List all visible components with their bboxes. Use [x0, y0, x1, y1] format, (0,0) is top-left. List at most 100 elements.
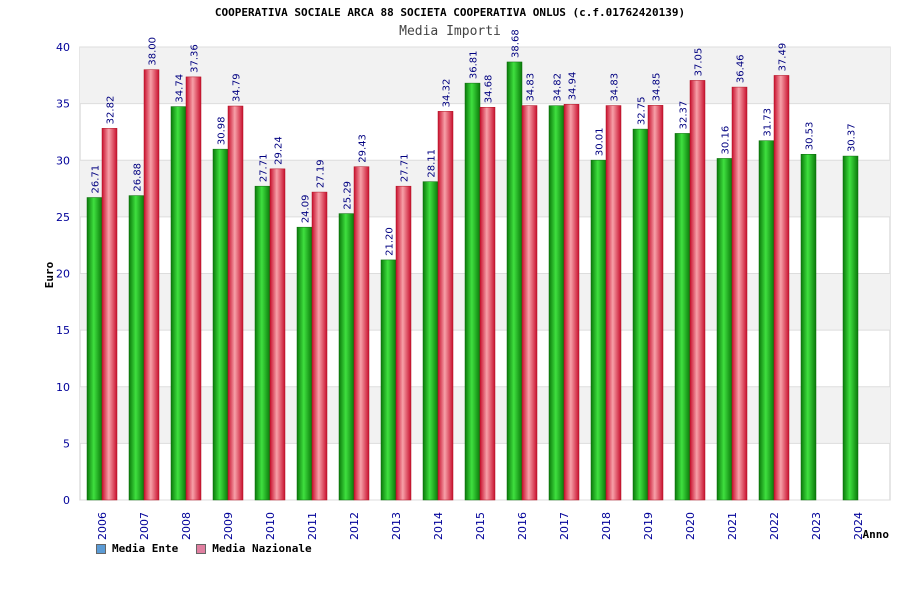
bar-nazionale-2009	[227, 105, 244, 501]
data-label: 34.68	[484, 75, 495, 104]
bar-ente-2011	[296, 226, 313, 501]
data-label: 34.32	[442, 79, 453, 108]
x-tick-label: 2010	[264, 512, 277, 540]
data-label: 29.43	[358, 134, 369, 163]
bar-ente-2022	[758, 140, 775, 501]
x-tick-label: 2023	[810, 512, 823, 540]
x-tick-label: 2015	[474, 512, 487, 540]
data-label: 30.01	[595, 127, 606, 156]
bar-ente-2016	[506, 61, 523, 501]
x-tick-label: 2008	[180, 512, 193, 540]
legend-label-nazionale: Media Nazionale	[212, 542, 312, 555]
bar-nazionale-2016	[521, 105, 538, 501]
data-label: 32.75	[637, 96, 648, 125]
bar-nazionale-2007	[143, 69, 160, 501]
x-axis: 2006 2007 2008 2009 2010 2011 2012 2013 2014 2015…	[96, 512, 889, 541]
bar-ente-2015	[464, 82, 481, 501]
y-tick-label: 25	[56, 211, 70, 224]
x-tick-label: 2014	[432, 512, 445, 540]
data-label: 29.24	[274, 136, 285, 165]
bar-ente-2021	[716, 158, 733, 501]
bar-ente-2018	[590, 159, 607, 501]
bars	[86, 61, 859, 501]
x-tick-label: 2022	[768, 512, 781, 540]
bar-ente-2007	[128, 195, 145, 501]
data-label: 25.29	[343, 181, 354, 210]
bar-nazionale-2018	[605, 105, 622, 501]
legend: Media Ente Media Nazionale	[96, 542, 312, 555]
x-tick-label: 2012	[348, 512, 361, 540]
chart-title: COOPERATIVA SOCIALE ARCA 88 SOCIETA COOP…	[214, 6, 686, 19]
x-tick-label: 2020	[684, 512, 697, 540]
bar-nazionale-2022	[773, 75, 790, 501]
data-label: 38.68	[511, 29, 522, 58]
data-label: 31.73	[763, 108, 774, 137]
data-label: 34.83	[526, 73, 537, 102]
bar-nazionale-2008	[185, 76, 202, 501]
bar-ente-2024	[842, 155, 859, 501]
y-tick-label: 35	[56, 98, 70, 111]
data-label: 24.09	[301, 195, 312, 224]
y-axis: 0 5 10 15 20 25 30 35 40 Euro	[43, 41, 70, 507]
bar-ente-2020	[674, 133, 691, 501]
data-label: 34.94	[568, 72, 579, 101]
data-label: 26.71	[91, 165, 102, 194]
x-tick-label: 2013	[390, 512, 403, 540]
bar-nazionale-2020	[689, 80, 706, 501]
x-tick-label: 2007	[138, 512, 151, 540]
bar-nazionale-2013	[395, 185, 412, 501]
legend-swatch-ente	[96, 543, 106, 554]
bar-nazionale-2006	[101, 128, 118, 501]
bar-nazionale-2015	[479, 106, 496, 501]
bar-ente-2017	[548, 105, 565, 501]
data-label: 30.98	[217, 117, 228, 146]
x-tick-label: 2024	[852, 512, 865, 540]
data-label: 38.00	[148, 37, 159, 66]
data-label: 30.16	[721, 126, 732, 155]
data-label: 27.19	[316, 159, 327, 188]
bar-nazionale-2011	[311, 191, 328, 501]
x-tick-label: 2006	[96, 512, 109, 540]
data-label: 37.49	[778, 43, 789, 72]
data-label: 34.74	[175, 74, 186, 103]
data-label: 32.82	[106, 96, 117, 125]
legend-label-ente: Media Ente	[112, 542, 179, 555]
y-tick-label: 30	[56, 154, 70, 167]
bar-ente-2013	[380, 259, 397, 501]
data-label: 36.81	[469, 50, 480, 79]
bar-nazionale-2010	[269, 168, 286, 501]
data-label: 34.83	[610, 73, 621, 102]
data-label: 37.05	[694, 48, 705, 77]
data-label: 30.37	[847, 123, 858, 152]
x-axis-title: Anno	[863, 528, 890, 541]
chart-subtitle: Media Importi	[399, 24, 501, 39]
x-tick-label: 2017	[558, 512, 571, 540]
y-tick-label: 10	[56, 381, 70, 394]
x-tick-label: 2021	[726, 512, 739, 540]
bar-nazionale-2017	[563, 104, 580, 501]
grid-band	[80, 47, 890, 104]
bar-ente-2009	[212, 148, 229, 501]
x-tick-label: 2019	[642, 512, 655, 540]
bar-ente-2014	[422, 181, 439, 501]
x-tick-label: 2011	[306, 512, 319, 540]
x-tick-label: 2009	[222, 512, 235, 540]
data-label: 27.71	[400, 154, 411, 183]
bar-ente-2023	[800, 153, 817, 501]
legend-swatch-nazionale	[196, 543, 207, 554]
legend-item-media-ente: Media Ente	[96, 542, 178, 555]
data-label: 36.46	[736, 54, 747, 83]
data-label: 28.11	[427, 149, 438, 178]
legend-item-media-nazionale: Media Nazionale	[196, 542, 312, 555]
x-tick-label: 2018	[600, 512, 613, 540]
y-tick-label: 20	[56, 268, 70, 281]
data-label: 21.20	[385, 227, 396, 256]
bar-ente-2010	[254, 185, 271, 501]
y-tick-label: 15	[56, 324, 70, 337]
y-tick-label: 5	[63, 437, 70, 450]
bar-ente-2008	[170, 106, 187, 501]
data-label: 32.37	[679, 101, 690, 130]
x-tick-label: 2016	[516, 512, 529, 540]
bar-nazionale-2021	[731, 86, 748, 501]
